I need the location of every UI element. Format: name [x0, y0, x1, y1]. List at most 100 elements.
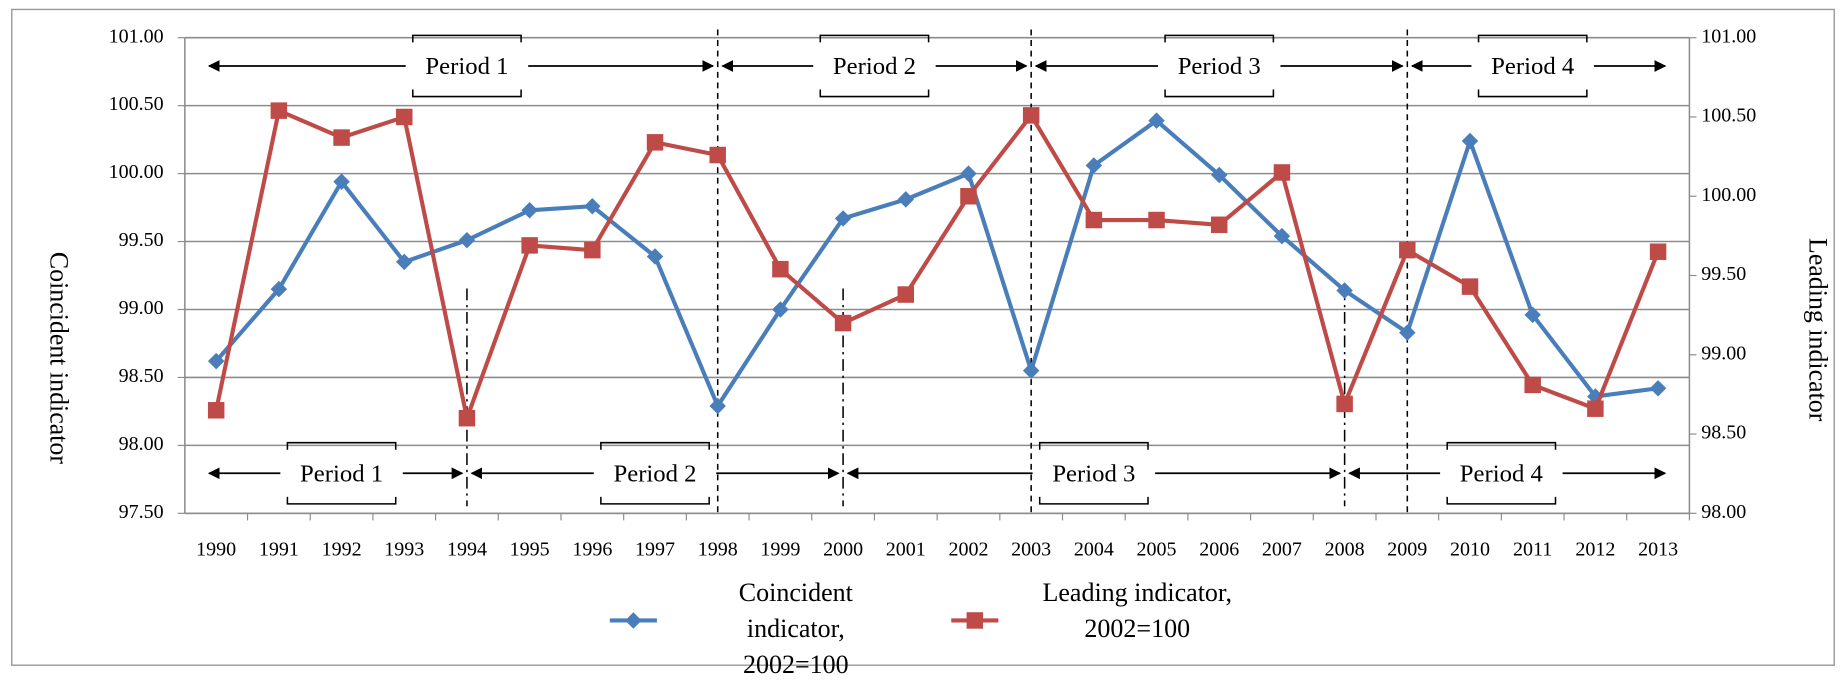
x-tick-label: 2011 — [1513, 539, 1552, 561]
data-point — [897, 286, 915, 303]
period-box — [819, 34, 930, 98]
y-tick-label: 98.50 — [119, 365, 164, 387]
legend-label: Coincident indicator, 2002=100 — [738, 577, 853, 679]
data-point — [709, 146, 726, 164]
period-label: Period 2 — [833, 53, 916, 80]
x-tick-label: 1990 — [196, 539, 236, 561]
period-box — [1164, 34, 1275, 98]
data-point — [772, 260, 789, 278]
x-tick-label: 1996 — [572, 539, 612, 561]
period-annotation: Period 1 — [207, 34, 715, 98]
period-label: Period 3 — [1178, 53, 1261, 80]
data-point — [1210, 216, 1228, 234]
x-tick-label: 2008 — [1325, 539, 1365, 561]
y-tick-label: 99.50 — [119, 229, 164, 251]
x-tick-label: 1994 — [447, 539, 487, 561]
data-point — [1461, 278, 1479, 295]
data-point — [960, 165, 977, 182]
x-tick-label: 2006 — [1199, 539, 1239, 561]
x-tick-label: 2004 — [1074, 539, 1114, 561]
legend-label: Leading indicator, 2002=100 — [1042, 577, 1233, 643]
x-tick-label: 2005 — [1137, 539, 1177, 561]
y2-tick-label: 101.00 — [1701, 25, 1756, 47]
data-point — [1148, 112, 1165, 129]
period-label: Period 2 — [613, 460, 696, 487]
y-tick-label: 97.50 — [119, 501, 164, 523]
data-point — [1649, 380, 1667, 397]
period-box — [1038, 441, 1149, 505]
data-point — [521, 237, 538, 254]
y2-tick-label: 99.50 — [1701, 263, 1746, 285]
period-annotation: Period 2 — [470, 441, 840, 505]
data-point — [458, 409, 476, 427]
x-tick-label: 2000 — [823, 539, 863, 561]
period-annotation: Period 3 — [1034, 34, 1404, 98]
data-point — [1085, 211, 1103, 229]
x-tick-label: 1991 — [259, 539, 299, 561]
x-tick-label: 2001 — [886, 539, 926, 561]
data-point — [1273, 164, 1291, 181]
data-point — [396, 108, 413, 126]
data-point — [270, 280, 288, 298]
x-tick-label: 1992 — [322, 539, 362, 561]
data-point — [1022, 362, 1040, 379]
period-annotation: Period 4 — [1410, 34, 1667, 98]
data-point — [1336, 395, 1353, 413]
data-point — [1524, 376, 1541, 394]
data-point — [1022, 107, 1040, 124]
y-axis-title: Coincident indicator — [45, 252, 74, 464]
y2-axis-title: Leading indicator — [1803, 238, 1832, 422]
y-tick-label: 99.00 — [119, 297, 164, 319]
data-point — [458, 231, 476, 249]
period-annotation: Period 3 — [846, 441, 1342, 505]
x-tick-label: 2012 — [1575, 539, 1615, 561]
x-tick-label: 2013 — [1638, 539, 1678, 561]
period-label: Period 1 — [425, 53, 508, 80]
x-tick-label: 1995 — [510, 539, 550, 561]
data-point — [1649, 243, 1667, 260]
y-tick-label: 100.00 — [109, 161, 164, 183]
series-line — [214, 108, 1660, 421]
period-label: Period 4 — [1491, 53, 1574, 80]
period-annotation: Period 1 — [207, 441, 464, 505]
x-tick-label: 2009 — [1387, 539, 1427, 561]
y2-tick-label: 99.00 — [1701, 342, 1746, 364]
data-point — [834, 314, 852, 332]
period-box — [286, 441, 397, 505]
period-annotation: Period 4 — [1348, 441, 1667, 505]
data-point — [333, 173, 350, 190]
x-tick-label: 1999 — [760, 539, 800, 561]
data-point — [584, 241, 601, 259]
y2-tick-label: 98.50 — [1701, 422, 1746, 444]
data-point — [1148, 211, 1165, 229]
data-point — [897, 191, 915, 208]
data-point — [207, 402, 225, 419]
period-box — [1446, 441, 1557, 505]
data-point — [1399, 241, 1416, 259]
period-box — [600, 441, 710, 505]
data-point — [521, 202, 538, 219]
data-point — [772, 301, 789, 318]
data-point — [1461, 132, 1479, 150]
x-tick-label: 2007 — [1262, 539, 1302, 561]
period-box — [412, 34, 522, 98]
x-tick-label: 1993 — [384, 539, 424, 561]
data-point — [960, 188, 977, 205]
data-point — [709, 397, 726, 415]
y-tick-label: 98.00 — [119, 433, 164, 455]
frame — [11, 8, 1835, 666]
data-point — [584, 197, 601, 215]
y2-tick-label: 100.00 — [1701, 184, 1756, 206]
data-point — [1587, 400, 1604, 417]
y-tick-label: 100.50 — [109, 93, 164, 115]
x-tick-label: 2003 — [1011, 539, 1051, 561]
data-point — [646, 134, 664, 151]
y2-tick-label: 100.50 — [1701, 105, 1756, 127]
legend-marker — [966, 612, 984, 629]
data-point — [270, 102, 288, 119]
y2-tick-label: 98.00 — [1701, 501, 1746, 523]
x-tick-label: 1997 — [635, 539, 675, 561]
data-point — [207, 352, 225, 370]
x-tick-label: 2010 — [1450, 539, 1490, 561]
